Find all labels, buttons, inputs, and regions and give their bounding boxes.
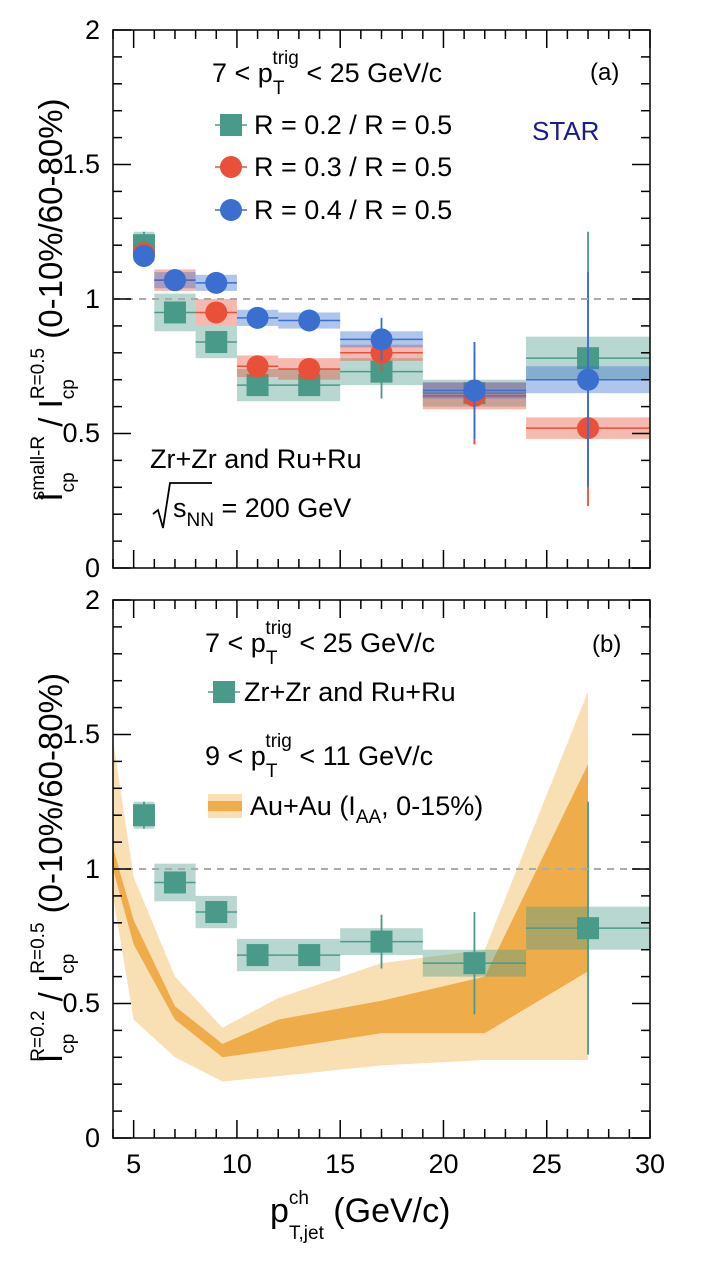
data-point-square bbox=[163, 871, 186, 894]
legend-entry-zrru: Zr+Zr and Ru+Ru bbox=[208, 677, 456, 707]
legend-band-inner bbox=[208, 801, 242, 811]
panel-b-y-tick-labels: 0 0.5 1 1.5 2 bbox=[62, 585, 100, 1153]
data-point-square bbox=[246, 944, 269, 967]
series-0 bbox=[132, 801, 650, 1055]
data-point-circle bbox=[205, 301, 228, 324]
panel-a: Icpsmall-R / IcpR=0.5 (0-10%/60-80%) 0 0… bbox=[28, 15, 651, 583]
energy-text: sNN = 200 GeV bbox=[152, 482, 351, 531]
y-tick-label: 2 bbox=[85, 585, 100, 615]
panel-a-ylabel-text: Icpsmall-R / IcpR=0.5 (0-10%/60-80%) bbox=[28, 98, 79, 501]
y-tick-label: 1.5 bbox=[62, 149, 100, 179]
legend-circle-marker bbox=[220, 199, 242, 221]
data-point-square bbox=[298, 374, 321, 397]
x-axis-label: pch T,jet (GeV/c) bbox=[270, 1188, 450, 1244]
data-point-circle bbox=[298, 309, 321, 332]
data-point-square bbox=[577, 917, 600, 940]
panel-a-ylabel: Icpsmall-R / IcpR=0.5 (0-10%/60-80%) bbox=[28, 98, 79, 501]
data-point-square bbox=[370, 930, 393, 953]
sqrt-symbol bbox=[152, 482, 212, 529]
legend-label-auau: Au+Au (IAA, 0-15%) bbox=[250, 791, 483, 828]
legend-entry-r04: R = 0.4 / R = 0.5 bbox=[215, 195, 452, 225]
data-point-circle bbox=[246, 355, 269, 378]
panel-a-label: (a) bbox=[590, 59, 619, 86]
series-2 bbox=[132, 244, 650, 488]
x-tick-label: 15 bbox=[325, 1149, 355, 1179]
legend-label-r02: R = 0.2 / R = 0.5 bbox=[254, 110, 452, 140]
experiment-label: STAR bbox=[532, 116, 599, 146]
legend-label-r03: R = 0.3 / R = 0.5 bbox=[254, 152, 452, 182]
data-point-circle bbox=[205, 271, 228, 294]
y-tick-label: 1 bbox=[85, 854, 100, 884]
panel-b-data-layer bbox=[132, 801, 650, 1055]
panel-a-legend-title: 7 < pTtrig < 25 GeV/c bbox=[212, 48, 442, 99]
panel-b-legend-title-2: 9 < pTtrig < 11 GeV/c bbox=[205, 731, 433, 782]
data-point-circle bbox=[163, 269, 186, 292]
data-point-square bbox=[298, 944, 321, 967]
collision-system-text: Zr+Zr and Ru+Ru bbox=[150, 444, 362, 474]
panel-b-legend-title-1: 7 < pTtrig < 25 GeV/c bbox=[205, 618, 435, 669]
legend-square-marker bbox=[220, 114, 242, 136]
panel-b-auau-band-layer bbox=[113, 691, 589, 1082]
x-tick-labels: 5 10 15 20 25 30 bbox=[126, 1149, 665, 1179]
panel-a-frame bbox=[112, 29, 651, 569]
data-point-square bbox=[132, 804, 155, 827]
y-tick-label: 2 bbox=[85, 15, 100, 45]
panel-b-ylabel-text: IcpR=0.2 / IcpR=0.5 (0-10%/60-80%) bbox=[28, 673, 79, 1063]
energy-label: sNN = 200 GeV bbox=[173, 493, 351, 531]
x-tick-label: 10 bbox=[222, 1149, 252, 1179]
data-point-circle bbox=[246, 306, 269, 329]
data-point-square bbox=[246, 374, 269, 397]
x-tick-label: 30 bbox=[635, 1149, 665, 1179]
panel-a-plot: 0 0.5 1 1.5 2 (a) STAR 7 < pTtrig < 25 G… bbox=[62, 15, 651, 583]
y-tick-label: 0.5 bbox=[62, 988, 100, 1018]
panel-b-label: (b) bbox=[592, 631, 621, 658]
data-point-circle bbox=[463, 379, 486, 402]
legend-square-marker bbox=[213, 681, 235, 703]
data-point-circle bbox=[132, 244, 155, 267]
auau-band-inner bbox=[113, 764, 589, 1058]
y-tick-label: 1.5 bbox=[62, 719, 100, 749]
legend-entry-r02: R = 0.2 / R = 0.5 bbox=[215, 110, 452, 140]
data-point-circle bbox=[370, 328, 393, 351]
legend-entry-r03: R = 0.3 / R = 0.5 bbox=[215, 152, 452, 182]
data-point-square bbox=[205, 901, 228, 924]
data-point-square bbox=[163, 301, 186, 324]
data-point-square bbox=[463, 952, 486, 975]
legend-label-r04: R = 0.4 / R = 0.5 bbox=[254, 195, 452, 225]
y-tick-label: 1 bbox=[85, 284, 100, 314]
y-tick-label: 0.5 bbox=[62, 418, 100, 448]
y-tick-label: 0 bbox=[85, 1123, 100, 1153]
x-tick-label: 20 bbox=[428, 1149, 458, 1179]
panel-b-ylabel: IcpR=0.2 / IcpR=0.5 (0-10%/60-80%) bbox=[28, 673, 79, 1063]
panel-b-frame bbox=[112, 599, 651, 1139]
data-point-circle bbox=[577, 368, 600, 391]
legend-entry-auau: Au+Au (IAA, 0-15%) bbox=[208, 791, 483, 828]
y-tick-label: 0 bbox=[85, 553, 100, 583]
panel-b-plot: 0 0.5 1 1.5 2 5 10 15 20 25 30 (b) 7 < pTtrig… bbox=[62, 585, 665, 1179]
panel-a-y-tick-labels: 0 0.5 1 1.5 2 bbox=[62, 15, 100, 583]
panel-a-data-layer bbox=[132, 231, 650, 507]
legend-label-zrru: Zr+Zr and Ru+Ru bbox=[244, 677, 456, 707]
legend-circle-marker bbox=[220, 156, 242, 178]
panel-b: IcpR=0.2 / IcpR=0.5 (0-10%/60-80%) 0 0.5… bbox=[28, 585, 665, 1244]
x-tick-label: 5 bbox=[126, 1149, 141, 1179]
x-tick-label: 25 bbox=[532, 1149, 562, 1179]
data-point-square bbox=[205, 331, 228, 354]
data-point-circle bbox=[298, 357, 321, 380]
